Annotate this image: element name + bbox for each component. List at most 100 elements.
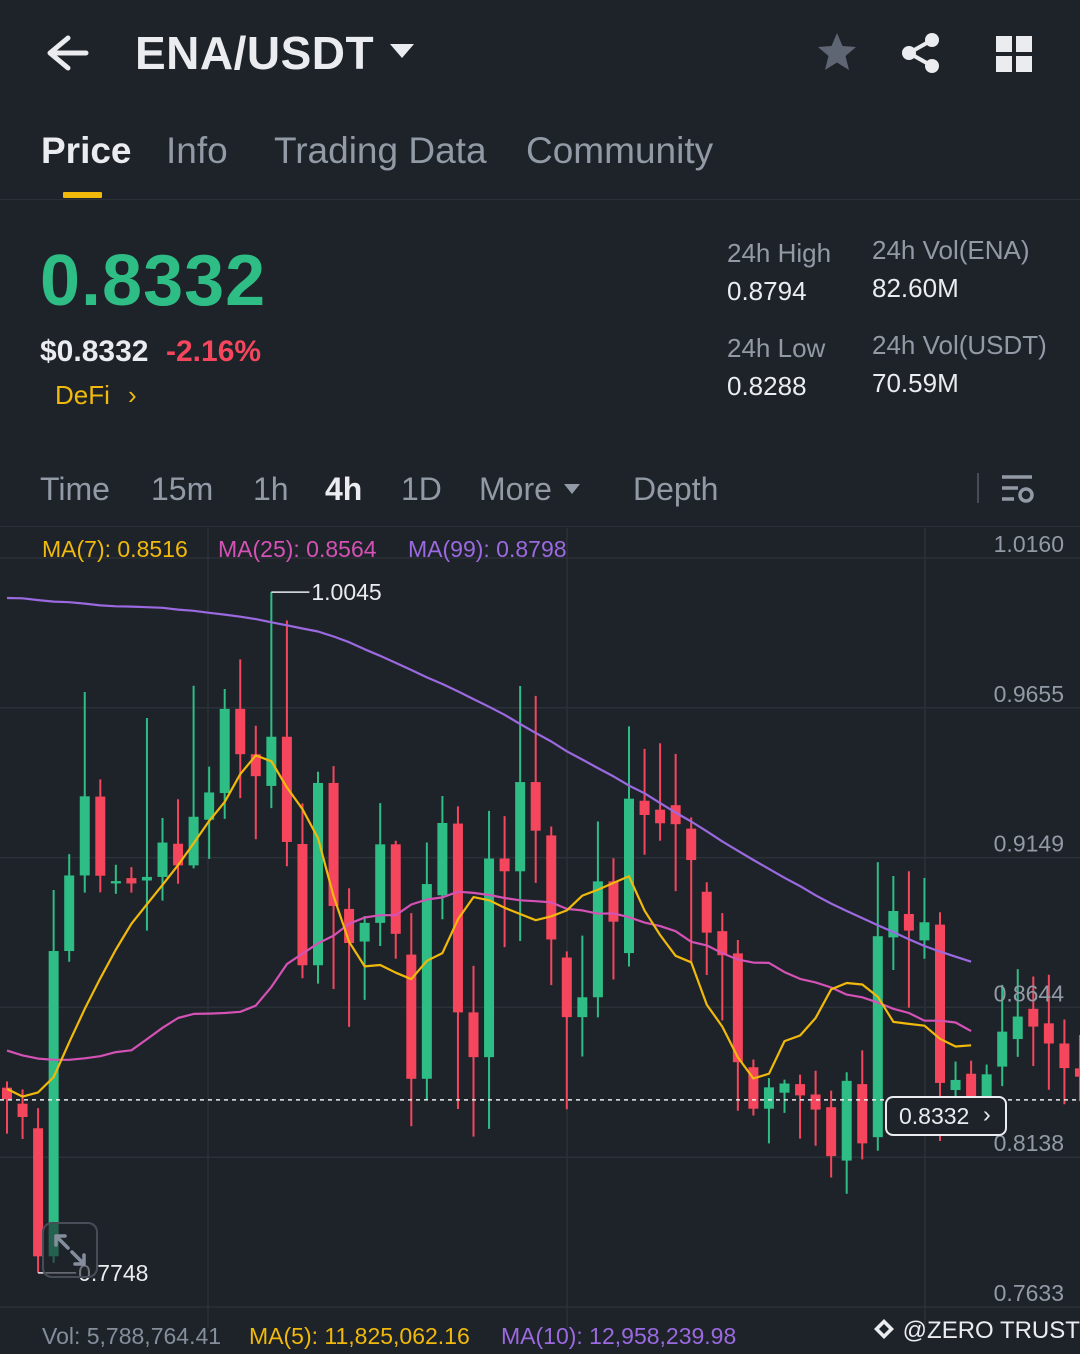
pair-selector[interactable] — [386, 36, 418, 68]
grid-menu-button[interactable] — [992, 32, 1036, 76]
usd-price: $0.8332 — [40, 335, 149, 368]
candle-body — [935, 924, 945, 1083]
share-button[interactable] — [898, 30, 944, 76]
candle-body — [1059, 1043, 1070, 1069]
top-bar: ENA/USDT — [0, 0, 1080, 108]
candle-body — [608, 881, 619, 922]
arrow-left-icon — [47, 35, 89, 71]
candle-body — [313, 782, 323, 966]
y-axis-tick-label: 0.8644 — [994, 980, 1065, 1006]
candle-body — [2, 1087, 12, 1100]
candle-body — [546, 835, 557, 940]
candle-body — [561, 957, 572, 1018]
candle-body — [499, 858, 510, 872]
current-price-tag[interactable]: 0.8332 › — [885, 1096, 1007, 1136]
candle-body — [592, 881, 603, 998]
high-marker-label: 1.0045 — [311, 579, 381, 605]
pair-title[interactable]: ENA/USDT — [135, 27, 375, 79]
candle-body — [655, 809, 666, 824]
page-tabs: Price Info Trading Data Community — [0, 120, 1080, 200]
tab-community[interactable]: Community — [526, 130, 714, 171]
candle-body — [748, 1067, 759, 1109]
diamond-logo-icon — [874, 1319, 894, 1339]
candle-body — [981, 1074, 992, 1100]
candle-body — [1012, 1016, 1023, 1040]
candle-body — [390, 844, 401, 934]
grid-icon — [996, 36, 1032, 72]
tf-15m[interactable]: 15m — [151, 471, 214, 507]
high-24h-value: 0.8794 — [727, 276, 807, 306]
toolbar-divider — [977, 473, 979, 503]
candlestick-chart[interactable]: 1.0160 0.9655 0.9149 0.8644 0.8138 0.7633 1.00… — [0, 528, 1080, 1328]
high-24h-label: 24h High — [727, 238, 832, 268]
candle-body — [297, 844, 308, 966]
volume-indicator: Vol: 5,788,764.41 — [42, 1323, 222, 1349]
candle-body — [1028, 1008, 1039, 1027]
candle-body — [406, 954, 417, 1079]
candle-body — [903, 913, 914, 931]
tab-price[interactable]: Price — [41, 130, 132, 171]
candle-body — [173, 843, 184, 866]
chevron-right-icon[interactable]: › — [128, 380, 137, 410]
candle-body — [826, 1107, 837, 1157]
tf-1h[interactable]: 1h — [253, 471, 289, 507]
candle-body — [328, 782, 339, 906]
current-price-value: 0.8332 — [899, 1103, 970, 1129]
expand-chart-button[interactable] — [42, 1222, 98, 1278]
candle-body — [577, 997, 588, 1018]
category-tag-link[interactable]: DeFi — [55, 380, 110, 410]
candle-body — [204, 792, 215, 820]
y-axis-tick-label: 0.9655 — [994, 681, 1064, 707]
candle-body — [126, 878, 137, 884]
candle-body — [48, 951, 59, 1257]
candle-body — [966, 1073, 977, 1098]
favorite-button[interactable] — [814, 30, 860, 76]
candle-body — [250, 754, 261, 777]
candle-body — [281, 736, 292, 842]
chart-settings-button[interactable] — [998, 469, 1038, 509]
candle-body — [359, 922, 370, 942]
tf-4h[interactable]: 4h — [325, 471, 363, 507]
candle-body — [779, 1083, 790, 1093]
expand-icon — [54, 1234, 86, 1266]
watermark-text: @ZERO TRUST — [902, 1317, 1080, 1344]
vol-quote-value: 70.59M — [872, 368, 959, 398]
caret-down-icon[interactable] — [562, 481, 582, 497]
candle-body — [1074, 1068, 1080, 1077]
candle-body — [17, 1103, 28, 1118]
candle-body — [717, 931, 728, 956]
y-axis-tick-label: 0.7633 — [994, 1280, 1064, 1306]
vol-base-label: 24h Vol(ENA) — [872, 235, 1030, 265]
volume-ma10-indicator: MA(10): 12,958,239.98 — [501, 1323, 737, 1349]
last-price: 0.8332 — [40, 241, 267, 321]
candle-body — [763, 1087, 774, 1109]
tf-depth[interactable]: Depth — [633, 471, 719, 507]
volume-ma5-indicator: MA(5): 11,825,062.16 — [249, 1323, 470, 1349]
candle-body — [670, 805, 681, 825]
candle-body — [79, 796, 90, 876]
candle-body — [33, 1128, 44, 1257]
chevron-right-icon: › — [983, 1101, 991, 1127]
ma25-line — [6, 890, 972, 1061]
candle-body — [686, 828, 697, 861]
chart-settings-icon — [1002, 475, 1034, 503]
tf-1d[interactable]: 1D — [401, 471, 442, 507]
tab-trading-data[interactable]: Trading Data — [274, 130, 487, 171]
chart-toolbar: Time 15m 1h 4h 1D More Depth — [0, 455, 1080, 527]
tf-more[interactable]: More — [479, 471, 552, 507]
vol-quote-label: 24h Vol(USDT) — [872, 330, 1047, 360]
vol-base-value: 82.60M — [872, 273, 959, 303]
tab-info[interactable]: Info — [166, 130, 228, 171]
tf-time[interactable]: Time — [40, 471, 110, 507]
back-button[interactable] — [38, 30, 94, 76]
candle-body — [841, 1080, 852, 1161]
candle-body — [468, 1012, 479, 1058]
candle-body — [810, 1094, 821, 1110]
active-tab-indicator — [63, 192, 102, 198]
ma25-indicator: MA(25): 0.8564 — [218, 536, 377, 562]
low-24h-value: 0.8288 — [727, 371, 807, 401]
price-change-percent: -2.16% — [166, 335, 262, 368]
ma99-line — [6, 596, 972, 963]
candle-body — [888, 911, 899, 938]
candle-body — [110, 881, 121, 884]
